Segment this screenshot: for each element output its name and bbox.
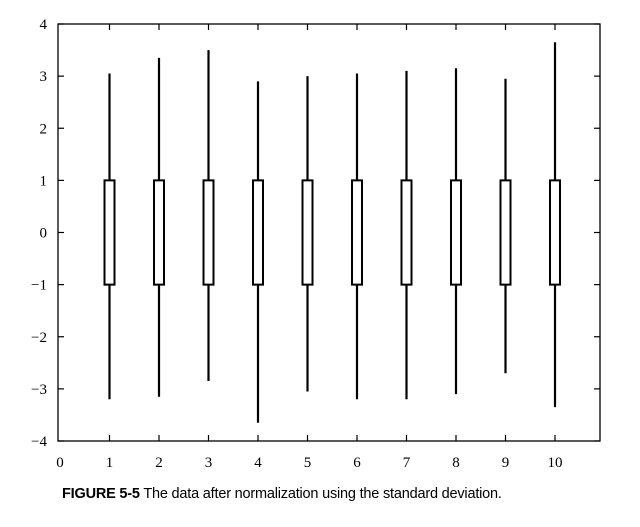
figure-label: FIGURE 5-5: [62, 486, 140, 502]
y-tick-label: 2: [40, 121, 48, 137]
y-tick-label: 3: [40, 69, 48, 85]
y-tick-label: 4: [40, 17, 48, 33]
x-tick-label: 2: [155, 455, 163, 470]
box-9: [499, 78, 512, 374]
y-axis-ticks: 4 3 2 1 0 −1 −2 −3 −4: [31, 17, 600, 450]
box-5: [301, 76, 314, 392]
box-10: [549, 42, 561, 408]
box-body: [153, 179, 165, 286]
y-tick-label: 1: [40, 173, 48, 189]
box-6: [351, 73, 363, 400]
y-tick-label: 0: [40, 226, 48, 242]
box-body: [202, 179, 215, 286]
box-body: [549, 179, 561, 286]
x-tick-label: 9: [502, 455, 510, 470]
x-tick-label: 5: [304, 455, 312, 470]
figure-caption-text: The data after normalization using the s…: [143, 486, 502, 502]
box-body: [499, 179, 512, 286]
box-body: [103, 179, 116, 286]
box-body: [450, 179, 462, 286]
x-tick-label: 8: [452, 455, 460, 470]
box-series: [103, 42, 561, 423]
box-2: [153, 57, 165, 397]
y-tick-label: −2: [31, 330, 47, 346]
box-8: [450, 68, 462, 395]
x-tick-label: 1: [106, 455, 114, 470]
x-tick-label: 0: [56, 455, 64, 470]
y-tick-label: −4: [31, 434, 47, 450]
y-tick-label: −1: [31, 278, 47, 294]
box-body: [351, 179, 363, 286]
box-7: [400, 70, 413, 400]
box-4: [252, 81, 264, 423]
x-tick-label: 7: [403, 455, 411, 470]
box-body: [400, 179, 413, 286]
x-tick-label: 4: [254, 455, 262, 470]
box-body: [252, 179, 264, 286]
x-tick-label: 10: [548, 455, 563, 470]
box-3: [202, 50, 215, 382]
x-tick-label: 3: [205, 455, 213, 470]
x-tick-label: 6: [353, 455, 361, 470]
y-tick-label: −3: [31, 382, 47, 398]
plot-frame: [57, 23, 601, 442]
box-1: [103, 73, 116, 400]
x-axis-ticks: 0 1 2 3 4 5 6 7 8 9 10: [56, 24, 563, 470]
box-body: [301, 179, 314, 286]
figure-caption: FIGURE 5-5 The data after normalization …: [62, 486, 632, 502]
